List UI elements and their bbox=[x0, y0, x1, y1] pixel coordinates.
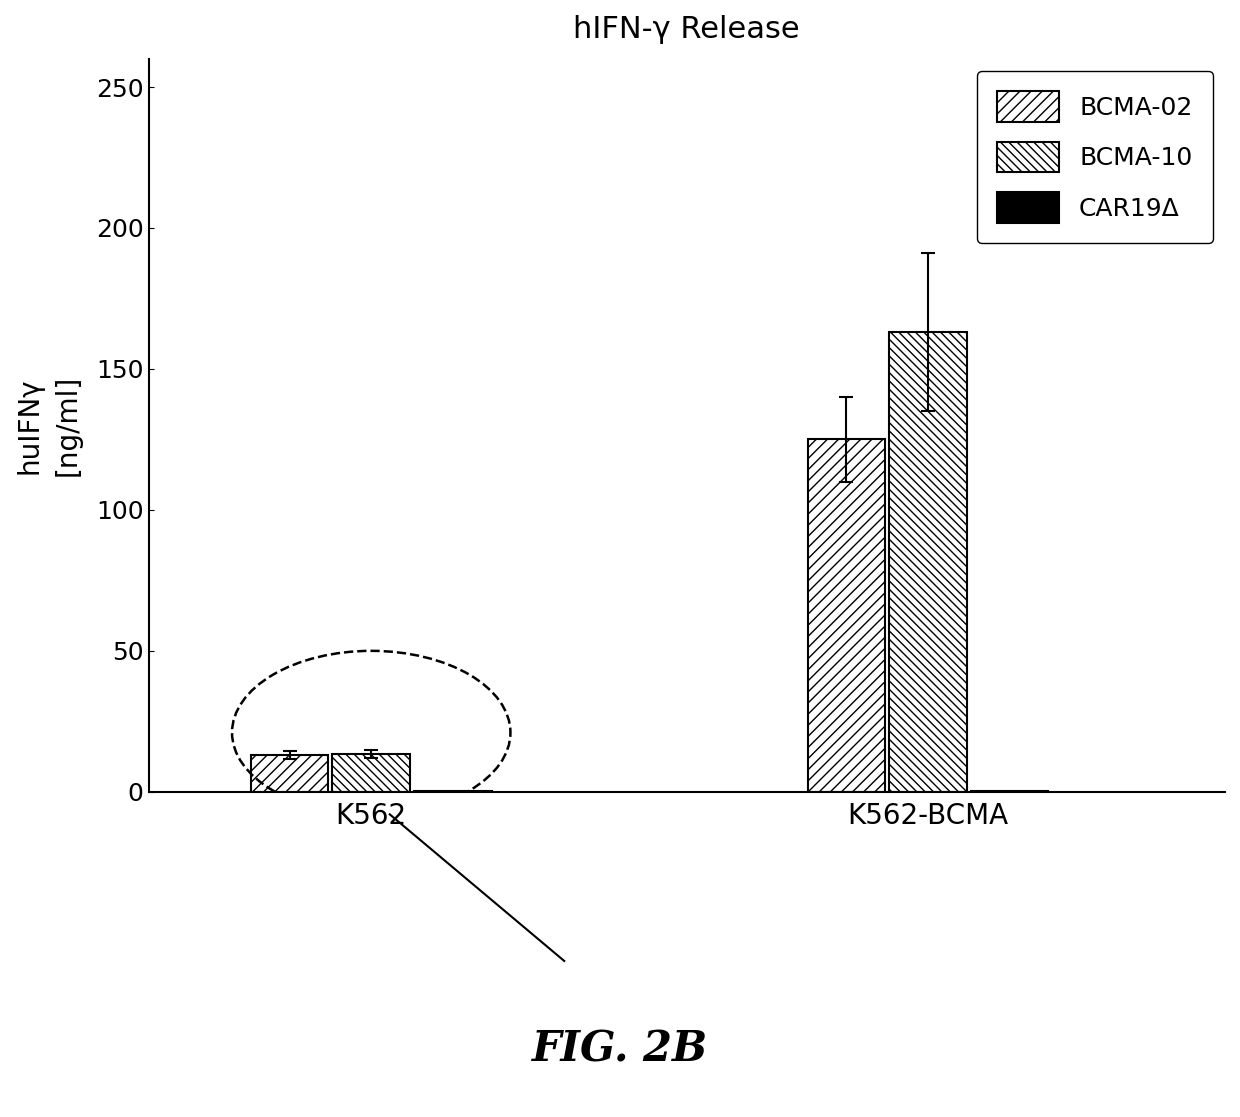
Legend: BCMA-02, BCMA-10, CAR19Δ: BCMA-02, BCMA-10, CAR19Δ bbox=[977, 71, 1213, 242]
Bar bbox=[250, 755, 329, 792]
Text: FIG. 2B: FIG. 2B bbox=[532, 1028, 708, 1070]
Y-axis label: huIFNγ
[ng/ml]: huIFNγ [ng/ml] bbox=[15, 374, 82, 476]
Bar bbox=[889, 332, 967, 792]
Bar bbox=[807, 439, 885, 792]
Bar bbox=[332, 754, 410, 792]
Title: hIFN-γ Release: hIFN-γ Release bbox=[573, 15, 800, 44]
